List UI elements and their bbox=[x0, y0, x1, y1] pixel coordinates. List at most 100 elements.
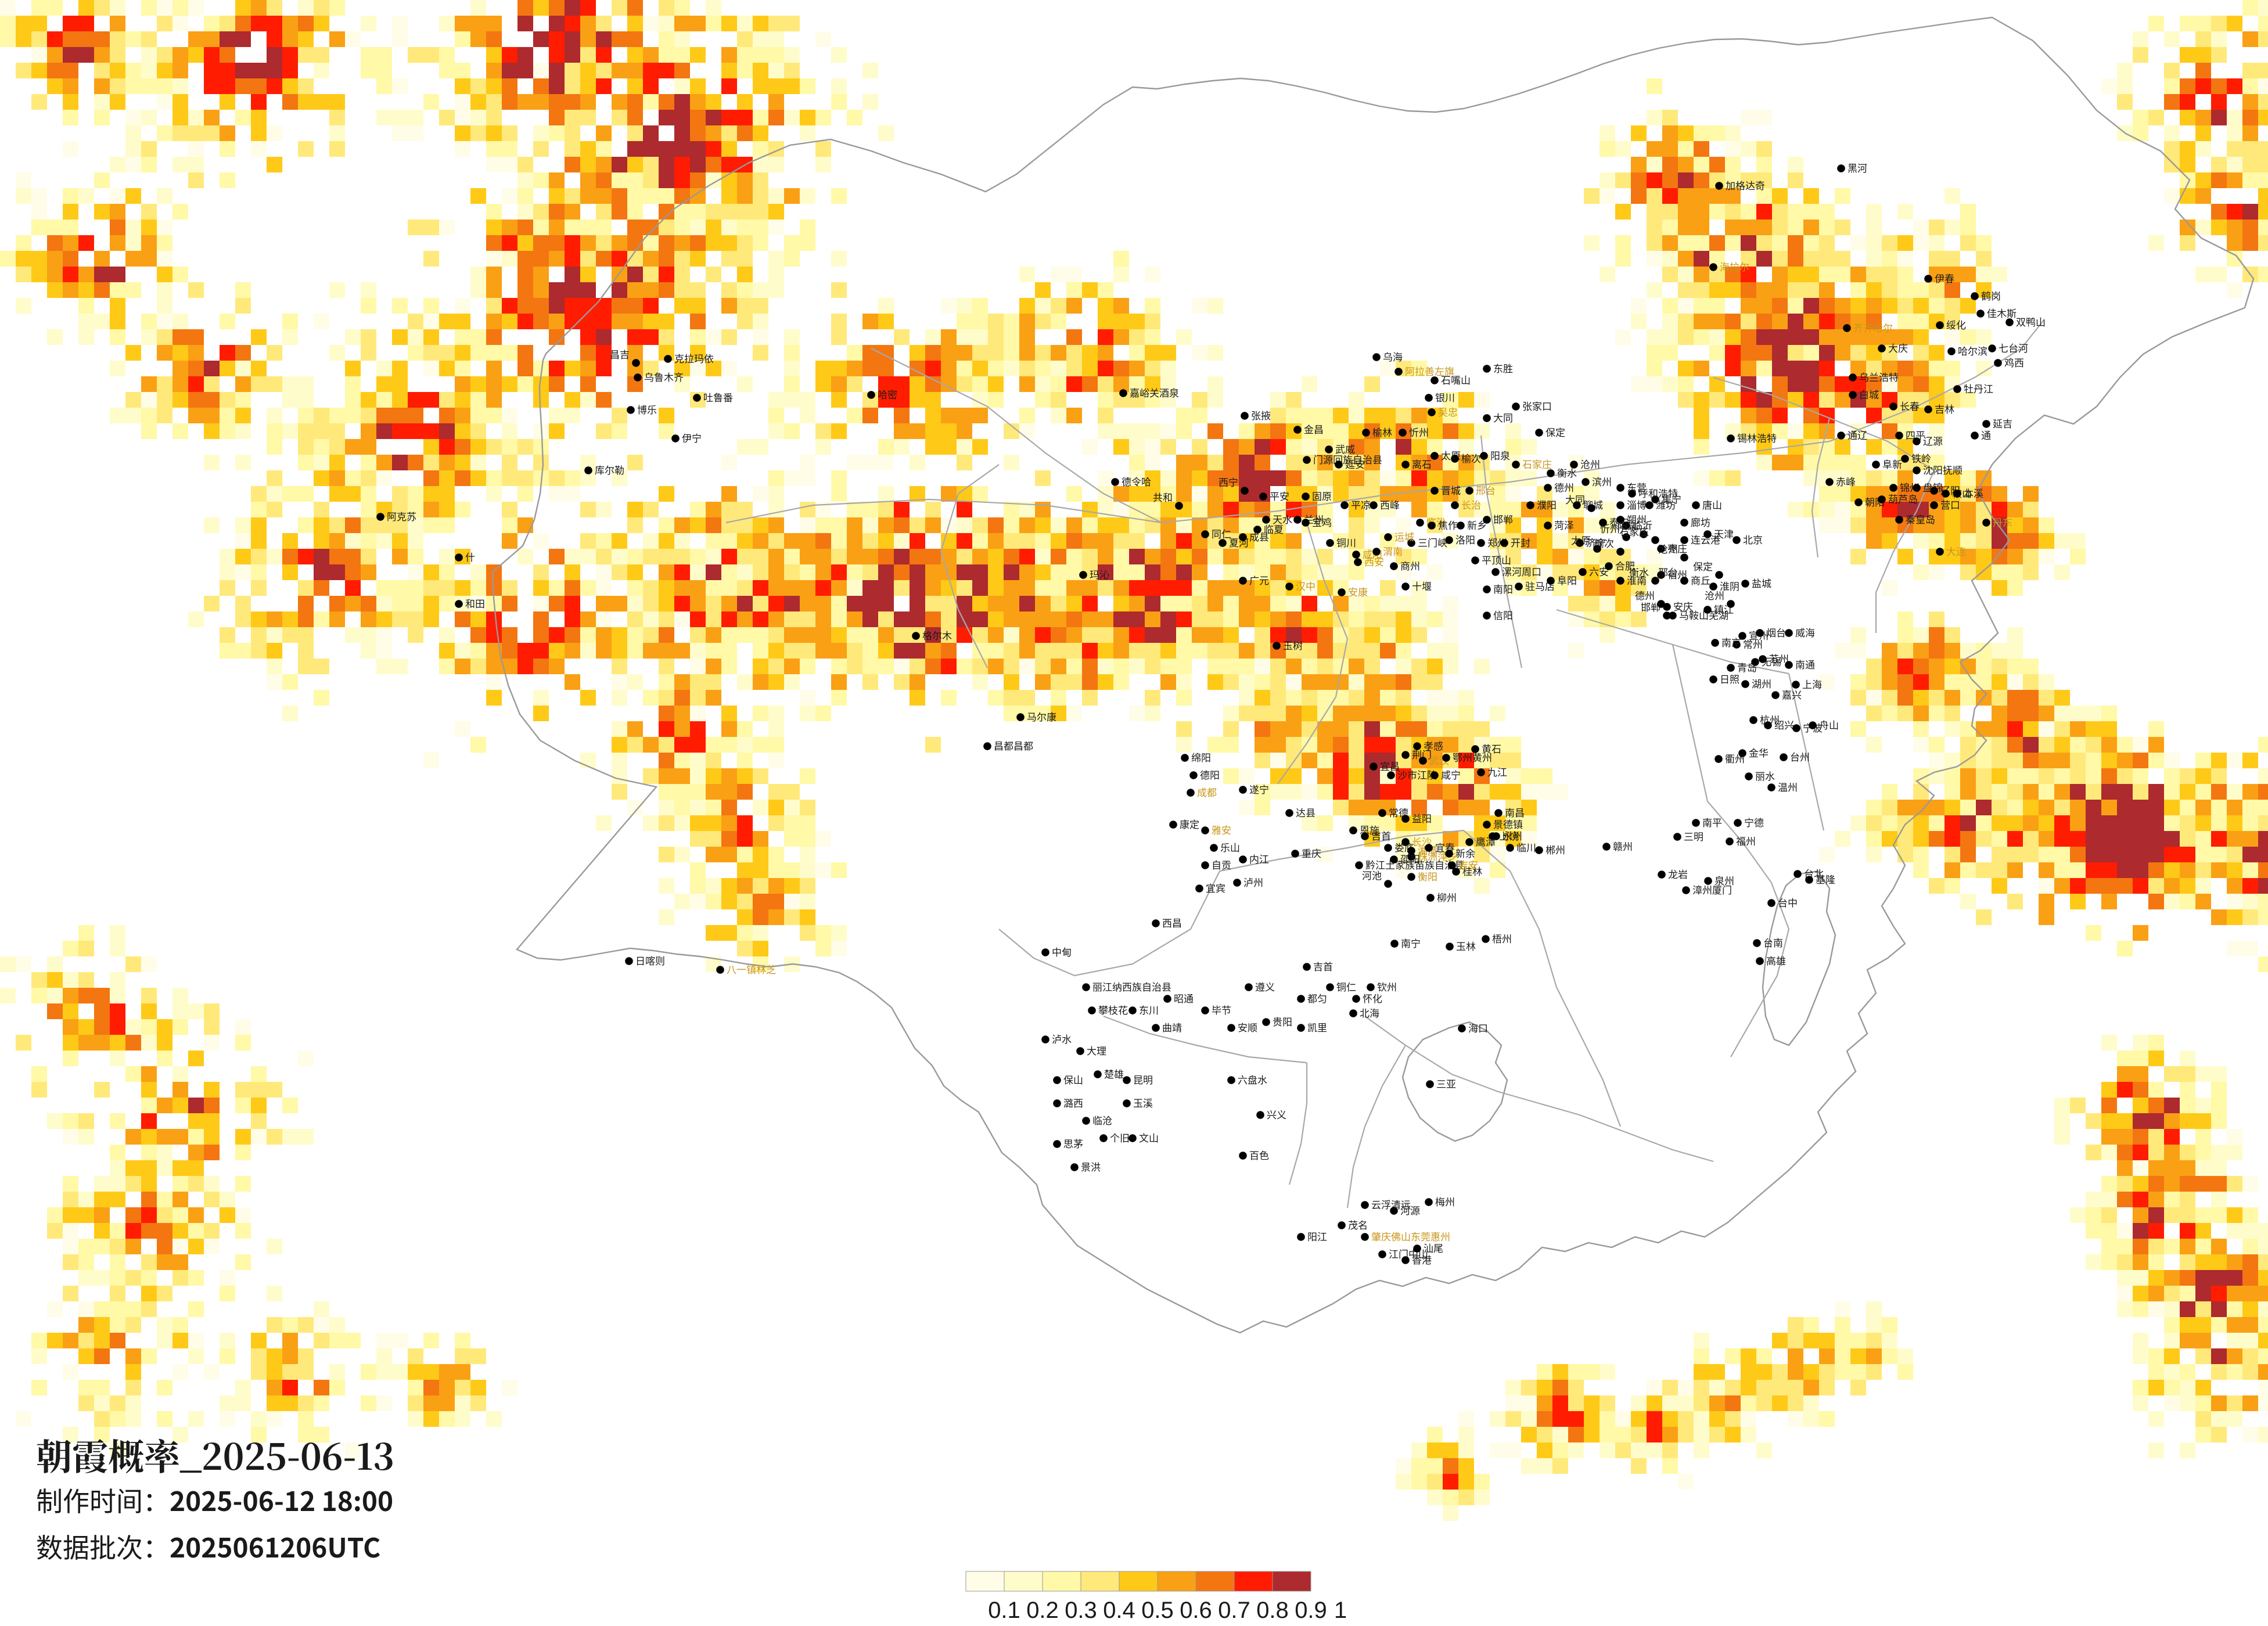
svg-text:黄石: 黄石 bbox=[1482, 741, 1501, 756]
svg-text:绵阳: 绵阳 bbox=[1191, 750, 1211, 764]
svg-text:日喀则: 日喀则 bbox=[635, 953, 665, 967]
svg-text:绥化: 绥化 bbox=[1946, 317, 1966, 332]
svg-text:宁德: 宁德 bbox=[1744, 815, 1764, 829]
svg-text:格尔木: 格尔木 bbox=[922, 628, 952, 642]
svg-text:三明: 三明 bbox=[1684, 829, 1703, 843]
svg-text:阳江: 阳江 bbox=[1307, 1229, 1327, 1243]
svg-text:0.3: 0.3 bbox=[1065, 1598, 1097, 1623]
svg-text:阜阳: 阜阳 bbox=[1557, 573, 1577, 587]
svg-text:石家庄: 石家庄 bbox=[1619, 524, 1649, 538]
svg-text:温州: 温州 bbox=[1778, 779, 1798, 794]
svg-text:宝鸡: 宝鸡 bbox=[1312, 515, 1332, 529]
svg-text:钦州: 钦州 bbox=[1377, 979, 1397, 994]
svg-text:吉安: 吉安 bbox=[1458, 857, 1478, 872]
svg-text:焦作: 焦作 bbox=[1438, 517, 1458, 532]
svg-text:德令哈: 德令哈 bbox=[1122, 474, 1151, 488]
svg-text:无锡: 无锡 bbox=[1762, 654, 1781, 668]
svg-text:秦皇岛: 秦皇岛 bbox=[1906, 512, 1935, 526]
svg-text:伊宁: 伊宁 bbox=[682, 430, 702, 445]
svg-text:大庆: 大庆 bbox=[1888, 340, 1908, 355]
svg-text:南京: 南京 bbox=[1721, 635, 1741, 649]
svg-text:保定: 保定 bbox=[1545, 425, 1565, 439]
svg-text:邢台: 邢台 bbox=[1476, 483, 1496, 497]
svg-text:广元: 广元 bbox=[1249, 573, 1269, 587]
svg-text:固原: 固原 bbox=[1312, 488, 1332, 503]
svg-text:西安: 西安 bbox=[1364, 554, 1384, 569]
svg-text:渭南: 渭南 bbox=[1383, 544, 1403, 558]
svg-text:离石: 离石 bbox=[1412, 456, 1432, 471]
svg-text:乐山: 乐山 bbox=[1220, 840, 1240, 854]
svg-text:中甸: 中甸 bbox=[1052, 944, 1072, 959]
svg-text:七台河: 七台河 bbox=[1999, 340, 2028, 355]
svg-text:衡水: 衡水 bbox=[1629, 564, 1649, 579]
svg-text:金昌: 金昌 bbox=[1304, 422, 1324, 436]
svg-text:榆林: 榆林 bbox=[1372, 425, 1392, 439]
svg-text:绍兴: 绍兴 bbox=[1774, 717, 1794, 732]
svg-text:日照: 日照 bbox=[1720, 671, 1739, 686]
svg-text:通辽: 通辽 bbox=[1848, 427, 1867, 442]
svg-text:重庆: 重庆 bbox=[1302, 846, 1321, 860]
svg-text:南平: 南平 bbox=[1702, 815, 1722, 829]
svg-text:南宁: 南宁 bbox=[1401, 936, 1421, 950]
svg-text:西峰: 西峰 bbox=[1380, 497, 1400, 512]
svg-text:大同: 大同 bbox=[1493, 410, 1513, 425]
svg-text:嘉峪关酒泉: 嘉峪关酒泉 bbox=[1130, 385, 1179, 400]
svg-text:咸宁: 咸宁 bbox=[1441, 767, 1461, 782]
svg-text:个旧: 个旧 bbox=[1110, 1130, 1130, 1145]
svg-text:乌海: 乌海 bbox=[1383, 349, 1403, 364]
svg-text:通: 通 bbox=[1981, 427, 1991, 442]
svg-text:东川: 东川 bbox=[1139, 1002, 1159, 1017]
svg-text:昌吉: 昌吉 bbox=[610, 347, 630, 361]
svg-text:临川: 临川 bbox=[1516, 840, 1536, 854]
svg-text:安康: 安康 bbox=[1348, 584, 1368, 599]
svg-text:白城: 白城 bbox=[1859, 387, 1879, 401]
svg-text:三亚: 三亚 bbox=[1436, 1076, 1456, 1091]
svg-text:赣州: 赣州 bbox=[1613, 839, 1633, 853]
svg-text:张家口: 张家口 bbox=[1522, 398, 1552, 413]
svg-text:平凉: 平凉 bbox=[1351, 497, 1371, 512]
svg-text:鹤岗: 鹤岗 bbox=[1981, 288, 2001, 303]
svg-text:0.5: 0.5 bbox=[1141, 1598, 1174, 1623]
svg-text:吐鲁番: 吐鲁番 bbox=[703, 390, 733, 404]
svg-text:齐齐哈尔: 齐齐哈尔 bbox=[1853, 320, 1893, 334]
svg-text:南昌: 南昌 bbox=[1505, 805, 1525, 819]
svg-text:保山: 保山 bbox=[1063, 1072, 1083, 1087]
svg-text:上饶: 上饶 bbox=[1499, 828, 1519, 843]
svg-text:海拉尔: 海拉尔 bbox=[1720, 259, 1749, 274]
svg-text:阿克苏: 阿克苏 bbox=[387, 509, 416, 523]
svg-text:八一镇林芝: 八一镇林芝 bbox=[727, 962, 776, 976]
svg-text:阳泉: 阳泉 bbox=[1490, 448, 1510, 462]
svg-text:青岛: 青岛 bbox=[1737, 660, 1757, 674]
svg-text:商州: 商州 bbox=[1400, 558, 1420, 573]
svg-text:百色: 百色 bbox=[1249, 1147, 1269, 1162]
svg-text:什: 什 bbox=[465, 549, 475, 564]
svg-text:龙岩: 龙岩 bbox=[1668, 866, 1688, 881]
svg-text:思茅: 思茅 bbox=[1063, 1136, 1083, 1150]
svg-text:成县: 成县 bbox=[1249, 529, 1269, 544]
svg-text:舟山: 舟山 bbox=[1819, 717, 1839, 732]
svg-text:三门峡: 三门峡 bbox=[1418, 535, 1447, 549]
svg-text:乌鲁木齐: 乌鲁木齐 bbox=[644, 369, 684, 384]
svg-text:银川: 银川 bbox=[1435, 390, 1455, 404]
svg-text:丽水: 丽水 bbox=[1755, 768, 1775, 783]
svg-text:昆明: 昆明 bbox=[1133, 1072, 1153, 1087]
svg-text:本溪: 本溪 bbox=[1964, 485, 1983, 500]
svg-text:金华: 金华 bbox=[1749, 745, 1769, 760]
svg-text:榆次: 榆次 bbox=[1594, 535, 1614, 550]
svg-text:西昌: 西昌 bbox=[1162, 915, 1182, 930]
svg-text:漳州厦门: 漳州厦门 bbox=[1692, 882, 1732, 897]
svg-text:忻州: 忻州 bbox=[1409, 425, 1429, 439]
svg-text:毕节: 毕节 bbox=[1212, 1002, 1231, 1017]
svg-text:攀枝花: 攀枝花 bbox=[1098, 1002, 1128, 1017]
svg-text:库尔勒: 库尔勒 bbox=[595, 462, 624, 477]
svg-text:文山: 文山 bbox=[1139, 1130, 1159, 1145]
svg-text:沧州: 沧州 bbox=[1705, 588, 1724, 602]
svg-text:信阳: 信阳 bbox=[1493, 607, 1513, 622]
svg-text:大连: 大连 bbox=[1946, 544, 1966, 558]
svg-text:营口: 营口 bbox=[1940, 497, 1960, 512]
svg-text:盐城: 盐城 bbox=[1752, 575, 1771, 590]
svg-text:柳州: 柳州 bbox=[1437, 890, 1457, 904]
svg-text:同仁: 同仁 bbox=[1212, 526, 1231, 541]
svg-text:铜仁: 铜仁 bbox=[1336, 979, 1356, 994]
svg-text:河池: 河池 bbox=[1362, 868, 1382, 882]
